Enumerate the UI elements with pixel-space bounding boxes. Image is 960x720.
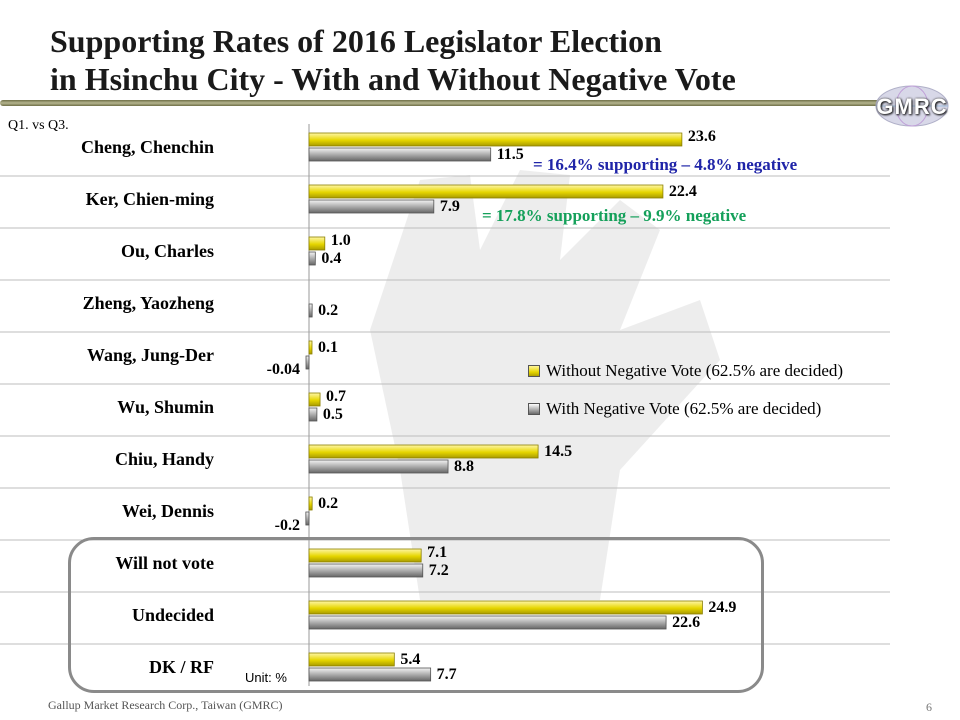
bar-with-negative-chiu-handy bbox=[308, 459, 449, 474]
bar-without-negative-cheng-chenchin bbox=[308, 132, 683, 147]
category-label-ker-chien-ming: Ker, Chien-ming bbox=[86, 189, 214, 209]
bar-without-negative-will-not-vote bbox=[308, 548, 422, 563]
category-label-undecided: Undecided bbox=[132, 605, 214, 625]
bar-without-negative-ker-chien-ming bbox=[308, 184, 664, 199]
bar-with-negative-wu-shumin bbox=[308, 407, 318, 422]
bar-without-negative-wang-jung-der bbox=[308, 340, 313, 355]
legend-item-with-negative: With Negative Vote (62.5% are decided) bbox=[528, 398, 843, 420]
fist-watermark bbox=[370, 170, 720, 600]
value-label-with-negative-cheng-chenchin: 11.5 bbox=[497, 146, 524, 163]
category-label-cheng-chenchin: Cheng, Chenchin bbox=[81, 137, 214, 157]
bar-without-negative-wei-dennis bbox=[308, 496, 313, 511]
value-label-with-negative-ker-chien-ming: 7.9 bbox=[440, 198, 460, 215]
highlight-box bbox=[68, 537, 764, 693]
value-label-without-negative-wei-dennis: 0.2 bbox=[318, 495, 338, 512]
legend-item-without-negative: Without Negative Vote (62.5% are decided… bbox=[528, 360, 843, 382]
category-label-will-not-vote: Will not vote bbox=[115, 553, 214, 573]
bar-with-negative-zheng-yaozheng bbox=[308, 303, 313, 318]
bar-without-negative-chiu-handy bbox=[308, 444, 539, 459]
category-label-zheng-yaozheng: Zheng, Yaozheng bbox=[83, 293, 214, 313]
bar-without-negative-dk-rf bbox=[308, 652, 395, 667]
logo-text: GMRC bbox=[876, 94, 948, 119]
value-label-with-negative-zheng-yaozheng: 0.2 bbox=[318, 302, 338, 319]
title-divider bbox=[0, 100, 890, 106]
value-label-without-negative-wu-shumin: 0.7 bbox=[326, 388, 346, 405]
bar-with-negative-undecided bbox=[308, 615, 667, 630]
chart-title-line-1: Supporting Rates of 2016 Legislator Elec… bbox=[50, 23, 662, 59]
value-label-with-negative-wei-dennis: -0.2 bbox=[275, 517, 300, 534]
chart-legend: Without Negative Vote (62.5% are decided… bbox=[528, 360, 843, 436]
bar-with-negative-ker-chien-ming bbox=[308, 199, 435, 214]
value-label-with-negative-wang-jung-der: -0.04 bbox=[267, 361, 300, 378]
value-label-without-negative-undecided: 24.9 bbox=[708, 599, 736, 616]
question-label: Q1. vs Q3. bbox=[8, 118, 69, 133]
value-label-without-negative-wang-jung-der: 0.1 bbox=[318, 339, 338, 356]
category-label-wei-dennis: Wei, Dennis bbox=[122, 501, 214, 521]
globe-icon bbox=[875, 85, 949, 127]
chart-title-line-2: in Hsinchu City - With and Without Negat… bbox=[50, 61, 736, 97]
value-label-without-negative-cheng-chenchin: 23.6 bbox=[688, 128, 716, 145]
legend-swatch-yellow bbox=[528, 365, 540, 377]
bar-with-negative-ou-charles bbox=[308, 251, 316, 266]
value-label-without-negative-dk-rf: 5.4 bbox=[400, 651, 420, 668]
value-label-without-negative-chiu-handy: 14.5 bbox=[544, 443, 572, 460]
legend-swatch-gray bbox=[528, 403, 540, 415]
value-label-without-negative-ou-charles: 1.0 bbox=[331, 232, 351, 249]
legend-label-without-negative: Without Negative Vote (62.5% are decided… bbox=[546, 361, 844, 380]
footer-text: Gallup Market Research Corp., Taiwan (GM… bbox=[48, 698, 283, 712]
value-label-without-negative-will-not-vote: 7.1 bbox=[427, 544, 447, 561]
value-label-with-negative-dk-rf: 7.7 bbox=[437, 666, 457, 683]
chart-title: Supporting Rates of 2016 Legislator Elec… bbox=[50, 22, 736, 98]
category-label-ou-charles: Ou, Charles bbox=[121, 241, 214, 261]
gmrc-logo: GMRC bbox=[872, 82, 952, 130]
note-cheng: = 16.4% supporting – 4.8% negative bbox=[533, 155, 798, 174]
value-label-without-negative-ker-chien-ming: 22.4 bbox=[669, 183, 697, 200]
bar-with-negative-wei-dennis bbox=[305, 511, 310, 526]
bar-without-negative-ou-charles bbox=[308, 236, 326, 251]
category-label-wu-shumin: Wu, Shumin bbox=[117, 397, 214, 417]
bar-with-negative-cheng-chenchin bbox=[308, 147, 492, 162]
bar-without-negative-undecided bbox=[308, 600, 703, 615]
category-label-dk-rf: DK / RF bbox=[149, 657, 214, 677]
note-ker: = 17.8% supporting – 9.9% negative bbox=[482, 206, 747, 225]
page-number: 6 bbox=[926, 700, 932, 714]
unit-label: Unit: % bbox=[245, 670, 287, 685]
value-label-with-negative-ou-charles: 0.4 bbox=[321, 250, 341, 267]
value-label-with-negative-wu-shumin: 0.5 bbox=[323, 406, 343, 423]
bar-with-negative-will-not-vote bbox=[308, 563, 424, 578]
value-label-with-negative-chiu-handy: 8.8 bbox=[454, 458, 474, 475]
bar-with-negative-dk-rf bbox=[308, 667, 432, 682]
category-label-wang-jung-der: Wang, Jung-Der bbox=[87, 345, 214, 365]
category-label-chiu-handy: Chiu, Handy bbox=[115, 449, 214, 469]
value-label-with-negative-undecided: 22.6 bbox=[672, 614, 700, 631]
bar-with-negative-wang-jung-der bbox=[305, 355, 310, 370]
bar-without-negative-wu-shumin bbox=[308, 392, 321, 407]
value-label-with-negative-will-not-vote: 7.2 bbox=[429, 562, 449, 579]
legend-label-with-negative: With Negative Vote (62.5% are decided) bbox=[546, 399, 822, 418]
